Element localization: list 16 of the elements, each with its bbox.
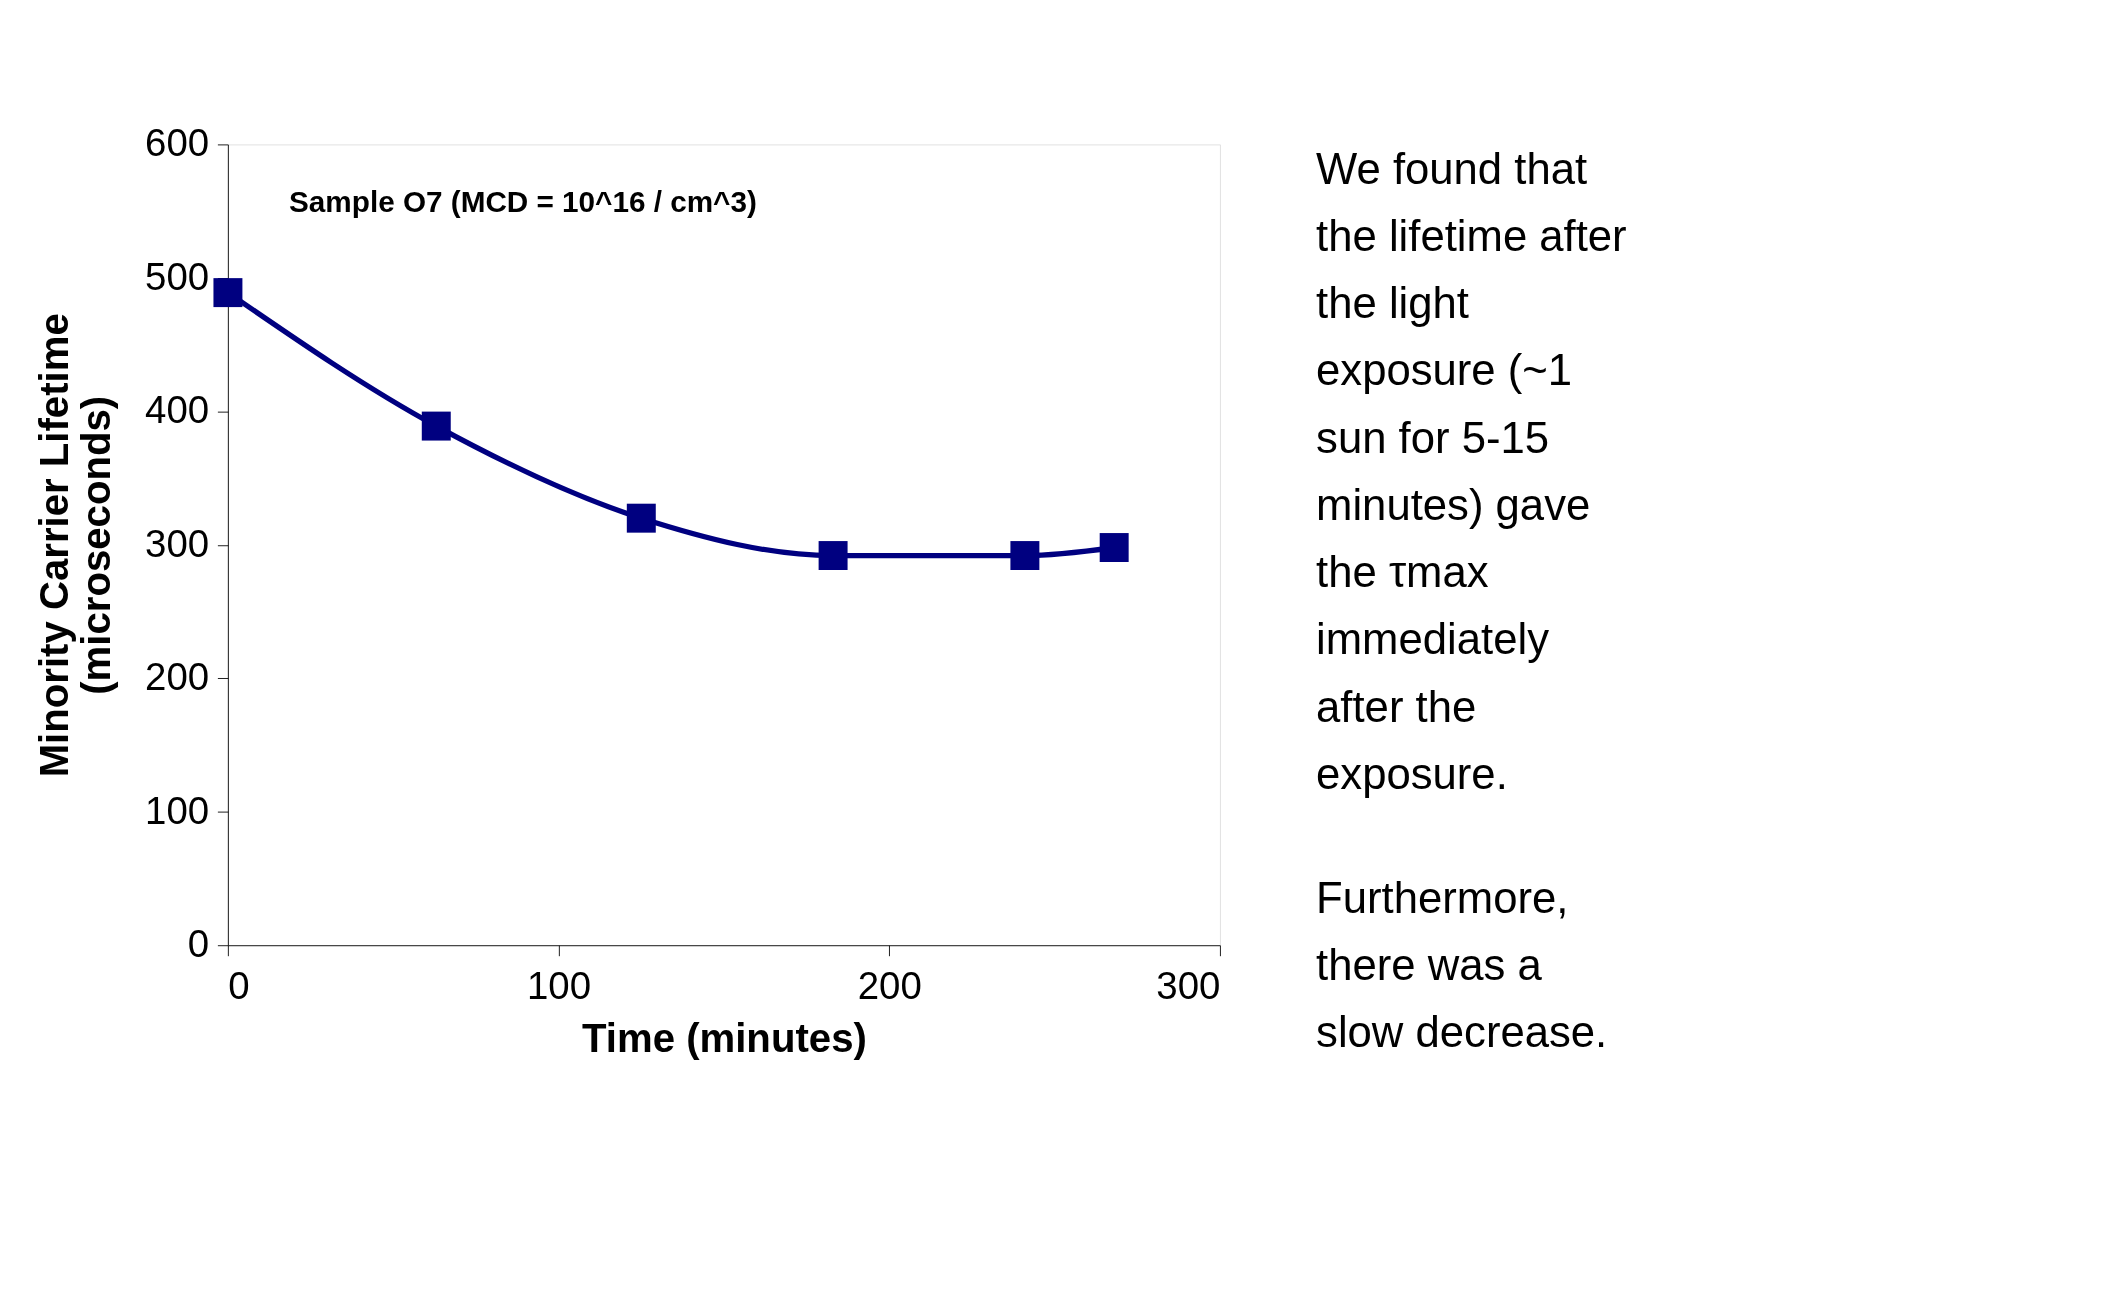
y-tick-label: 300 xyxy=(145,521,210,565)
x-tick-label: 100 xyxy=(527,963,592,1007)
y-tick-label: 100 xyxy=(145,788,210,832)
y-tick-label: 400 xyxy=(145,388,210,432)
x-tick-label: 200 xyxy=(857,963,922,1007)
x-axis-title: Time (minutes) xyxy=(581,1016,867,1062)
x-tick-label: 300 xyxy=(1156,963,1221,1007)
text: Furthermore, there was a slow decrease. xyxy=(1316,872,1608,1057)
y-tick-label: 500 xyxy=(145,254,210,298)
text: We found that the lifetime after the light exposure (~1 sun for 5-15 minutes) gave the τmax immediately after the exposure. xyxy=(1316,143,1627,798)
y-tick-label: 0 xyxy=(187,922,210,966)
x-tick-label: 0 xyxy=(228,963,250,1007)
y-tick-label: 200 xyxy=(145,655,210,699)
y-axis-title: Minority Carrier Lifetime (microseconds) xyxy=(32,313,120,778)
y-tick-label: 600 xyxy=(145,121,210,165)
annotation: Sample O7 (MCD = 10^16 / cm^3) xyxy=(289,184,757,218)
